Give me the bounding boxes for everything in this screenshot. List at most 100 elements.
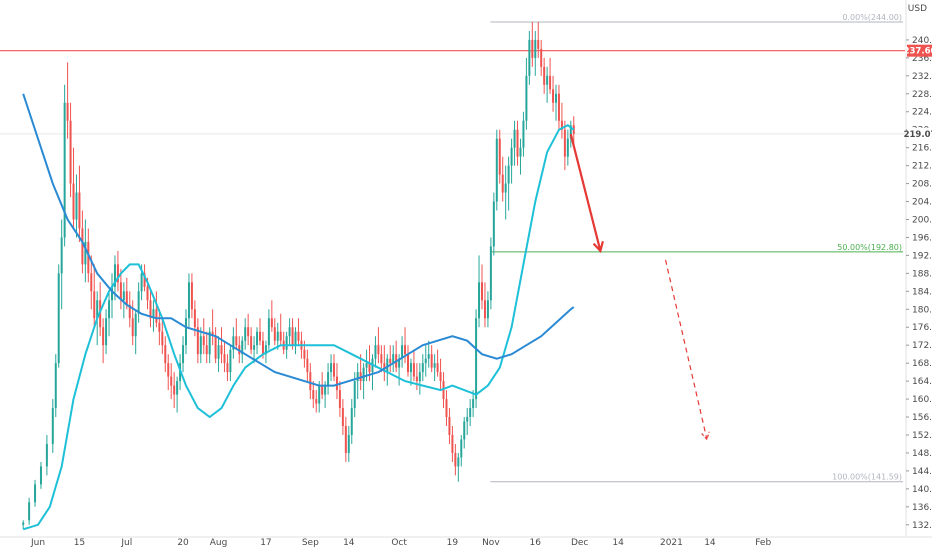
candle-body (267, 318, 270, 346)
candle (333, 354, 335, 382)
candle-body (557, 93, 560, 121)
candle-body (173, 385, 176, 395)
candle-body (374, 345, 377, 359)
time-tick-label: Feb (755, 538, 771, 548)
candle-body (318, 385, 321, 404)
candle-body (353, 381, 356, 409)
candle (472, 390, 475, 418)
candle-body (401, 345, 404, 359)
candle-body (217, 345, 220, 359)
candle (534, 30, 537, 76)
candle (436, 349, 439, 377)
fib-level-label: 50.00%(192.80) (837, 243, 902, 252)
candle-body (421, 363, 424, 373)
candle-body (90, 273, 93, 292)
candle-body (555, 93, 557, 103)
candle-body (534, 39, 537, 58)
candle-body (78, 192, 81, 229)
candle-body (164, 345, 167, 364)
candle (276, 322, 279, 350)
candle-body (415, 376, 418, 382)
candle (540, 39, 543, 76)
candle-body (291, 327, 294, 346)
candle-body (513, 129, 516, 148)
candle-body (510, 147, 513, 166)
candle-body (466, 417, 469, 422)
candle-body (131, 318, 134, 337)
candle (208, 327, 211, 364)
candle (516, 120, 519, 166)
time-tick-label: 14 (343, 538, 355, 548)
candle (362, 363, 365, 400)
candle (421, 354, 424, 382)
candle (555, 84, 557, 121)
candle-body (522, 120, 525, 148)
candle-body (507, 165, 510, 184)
price-tick-label: 156.00 (912, 413, 932, 423)
resistance-price-badge: 237.60 (904, 47, 932, 57)
candle (563, 120, 566, 171)
candle-body (72, 183, 75, 220)
candle (486, 291, 489, 328)
candle (247, 313, 250, 346)
candle-body (202, 336, 205, 346)
candle-body (546, 75, 549, 85)
candle-body (199, 336, 202, 355)
candle (78, 165, 81, 242)
candle (211, 309, 214, 346)
candle (519, 138, 522, 175)
candle-body (108, 300, 111, 319)
price-tick-label: 152.00 (912, 431, 932, 441)
candle (75, 174, 78, 238)
candle-body (226, 363, 229, 373)
candle-body (190, 282, 193, 310)
candle (128, 291, 131, 328)
candle-body (392, 354, 395, 364)
time-tick-label: Jun (30, 538, 45, 548)
candle-body (208, 331, 211, 355)
price-tick-label: 176.00 (912, 323, 932, 333)
candle (63, 84, 66, 247)
candle (185, 309, 187, 355)
candle-body (28, 502, 31, 521)
candle (119, 268, 122, 310)
candle-body (128, 304, 131, 319)
candle (173, 372, 176, 409)
candle (549, 57, 552, 94)
candle-body (424, 358, 427, 364)
candle (235, 318, 238, 350)
price-tick-label: 212.00 (912, 162, 932, 172)
candle-body (137, 291, 140, 314)
candle (90, 255, 93, 310)
candle-body (481, 282, 483, 301)
candle (380, 345, 383, 373)
price-tick-label: 164.00 (912, 377, 932, 387)
candle (309, 363, 312, 400)
price-tick-label: 144.00 (912, 467, 932, 477)
candle (445, 390, 448, 427)
candle (460, 434, 463, 467)
candle (522, 111, 525, 157)
candle-body (22, 522, 25, 525)
slow-moving-average-line (22, 93, 575, 387)
candle-body (167, 363, 170, 377)
candle-body (445, 399, 448, 418)
candle-body (303, 349, 306, 359)
candle-body (273, 327, 276, 341)
candle-body (134, 313, 137, 337)
candle-body (330, 363, 333, 373)
candle-body (45, 443, 48, 467)
candle-body (244, 327, 247, 341)
candle (105, 309, 108, 355)
price-tick-label: 184.00 (912, 287, 932, 297)
candle (220, 327, 223, 364)
candle (279, 313, 282, 346)
candle (463, 417, 466, 449)
currency-label: USD (908, 4, 927, 14)
candle (167, 354, 170, 391)
candle-body (155, 309, 158, 323)
price-tick-label: 204.00 (912, 198, 932, 208)
time-tick-label: Sep (302, 538, 319, 548)
candle-body (560, 120, 563, 130)
